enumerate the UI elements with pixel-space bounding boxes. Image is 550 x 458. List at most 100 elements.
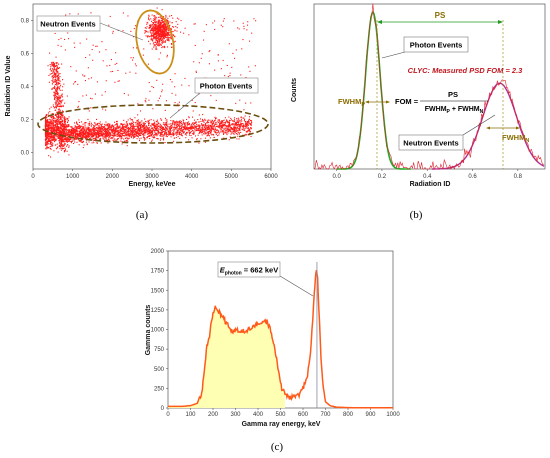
scatter-point: [179, 133, 181, 135]
scatter-point: [225, 129, 227, 131]
scatter-point: [99, 135, 101, 137]
scatter-point: [49, 108, 51, 110]
scatter-point: [131, 122, 133, 124]
scatter-point: [119, 135, 121, 137]
scatter-point: [97, 129, 99, 131]
scatter-point: [178, 18, 180, 20]
scatter-point: [208, 122, 210, 124]
scatter-point: [190, 126, 192, 128]
scatter-point: [45, 128, 47, 130]
scatter-point: [93, 139, 95, 141]
scatter-point: [171, 43, 173, 45]
scatter-point: [90, 130, 92, 132]
scatter-point: [52, 122, 54, 124]
scatter-point: [173, 41, 175, 43]
scatter-point: [154, 23, 156, 25]
scatter-point: [120, 134, 122, 136]
scatter-point: [47, 143, 49, 145]
scatter-point: [161, 41, 163, 43]
scatter-point: [211, 121, 213, 123]
scatter-point: [232, 128, 234, 130]
scatter-point: [139, 130, 141, 132]
scatter-point: [154, 44, 156, 46]
scatter-point: [69, 138, 71, 140]
scatter-point: [167, 32, 169, 34]
scatter-point: [199, 128, 201, 130]
scatter-point: [151, 123, 153, 125]
scatter-point: [53, 150, 55, 152]
scatter-point: [57, 137, 59, 139]
scatter-point: [186, 123, 188, 125]
scatter-point: [87, 129, 89, 131]
scatter-point: [158, 97, 160, 99]
scatter-point: [215, 121, 217, 123]
scatter-point: [220, 68, 222, 70]
scatter-point: [250, 127, 252, 129]
scatter-point: [88, 130, 90, 132]
scatter-point: [250, 124, 252, 126]
scatter-point: [160, 36, 162, 38]
scatter-point: [134, 130, 136, 132]
scatter-point: [127, 127, 129, 129]
scatter-point: [76, 122, 78, 124]
scatter-point: [79, 125, 81, 127]
scatter-point: [73, 127, 75, 129]
scatter-point: [203, 121, 205, 123]
scatter-point: [237, 123, 239, 125]
fwhm-p-head-left: [365, 100, 369, 104]
scatter-point: [50, 65, 52, 67]
scatter-point: [155, 30, 157, 32]
scatter-point: [238, 118, 240, 120]
scatter-point: [92, 133, 94, 135]
scatter-point: [63, 117, 65, 119]
scatter-point: [234, 126, 236, 128]
scatter-point: [139, 138, 141, 140]
scatter-point: [57, 126, 59, 128]
scatter-point: [240, 131, 242, 133]
scatter-point: [158, 33, 160, 35]
scatter-point: [99, 135, 101, 137]
scatter-point: [140, 125, 142, 127]
scatter-point: [154, 20, 156, 22]
scatter-point: [189, 124, 191, 126]
scatter-point: [112, 126, 114, 128]
scatter-point: [229, 75, 231, 77]
scatter-point: [121, 143, 123, 145]
scatter-point: [53, 79, 55, 81]
scatter-point: [61, 115, 63, 117]
scatter-point: [153, 37, 155, 39]
scatter-point: [48, 155, 50, 157]
scatter-point: [51, 118, 53, 120]
scatter-point: [58, 116, 60, 118]
scatter-point: [68, 124, 70, 126]
scatter-point: [55, 99, 57, 101]
scatter-point: [85, 141, 87, 143]
scatter-point: [194, 23, 196, 25]
scatter-point: [57, 76, 59, 78]
scatter-point: [183, 120, 185, 122]
scatter-point: [48, 81, 50, 83]
scatter-point: [161, 47, 163, 49]
scatter-point: [172, 26, 174, 28]
scatter-point: [87, 129, 89, 131]
scatter-point: [60, 131, 62, 133]
scatter-point: [180, 121, 182, 123]
scatter-point: [161, 23, 163, 25]
panel-b-xlabel: Radiation ID: [410, 181, 451, 188]
scatter-point: [49, 133, 51, 135]
scatter-point: [166, 38, 168, 40]
scatter-point: [145, 131, 147, 133]
scatter-point: [48, 118, 50, 120]
scatter-point: [165, 133, 167, 135]
scatter-point: [89, 133, 91, 135]
scatter-point: [72, 131, 74, 133]
scatter-point: [130, 130, 132, 132]
scatter-point: [60, 37, 62, 39]
scatter-point: [190, 132, 192, 134]
scatter-point: [171, 46, 173, 48]
scatter-point: [149, 26, 151, 28]
scatter-point: [239, 127, 241, 129]
scatter-point: [101, 134, 103, 136]
scatter-point: [92, 126, 94, 128]
scatter-point: [107, 129, 109, 131]
